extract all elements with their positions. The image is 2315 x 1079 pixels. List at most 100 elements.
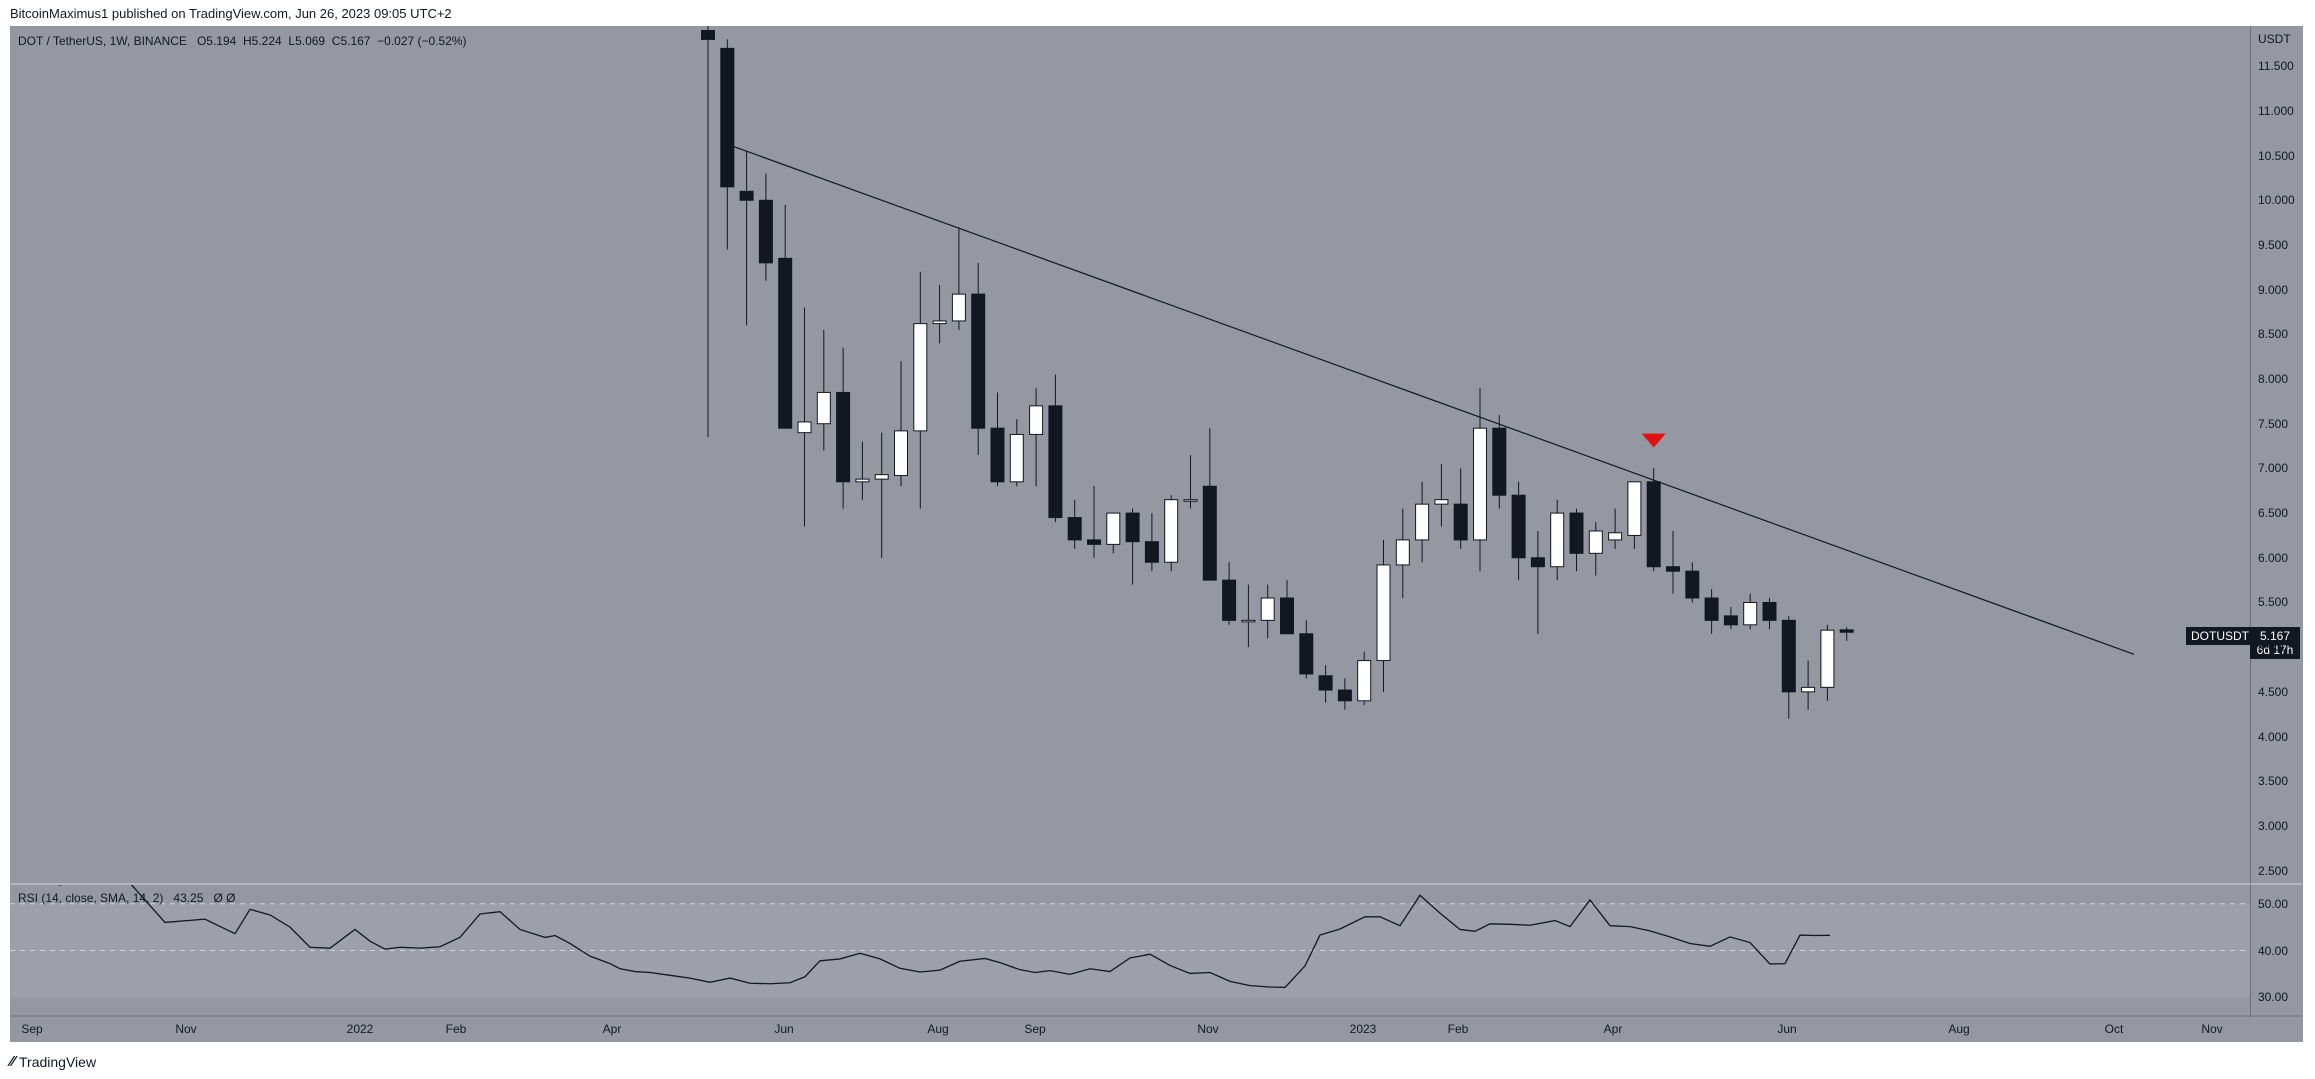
time-tick-label: 2022 — [346, 1022, 374, 1036]
bearish-candle — [1087, 539, 1101, 545]
time-tick-label: Feb — [445, 1022, 467, 1036]
rsi-label: RSI (14, close, SMA, 14, 2) — [18, 891, 164, 905]
time-tick-label: Nov — [175, 1022, 197, 1036]
price-tick-label: 6.000 — [2258, 550, 2289, 565]
bearish-candle — [1202, 485, 1217, 581]
time-tick-label: Jun — [1777, 1022, 1797, 1036]
time-tick-label: Sep — [21, 1022, 43, 1036]
bullish-candle — [1550, 512, 1565, 568]
price-tick-label: 3.000 — [2258, 818, 2289, 833]
high-label: H — [243, 34, 252, 48]
bearish-candle — [1511, 494, 1526, 559]
time-tick-label: Feb — [1447, 1022, 1469, 1036]
rsi-tick-label: 40.00 — [2258, 943, 2289, 958]
time-tick-label: Sep — [1024, 1022, 1046, 1036]
bearish-candle — [1222, 579, 1237, 621]
last-symbol-label: DOTUSDT — [2186, 627, 2254, 645]
price-tick-label: 4.500 — [2258, 684, 2289, 699]
price-tick-label: 7.000 — [2258, 461, 2289, 476]
bearish-candle — [1762, 601, 1777, 621]
time-tick-label: Apr — [602, 1022, 622, 1036]
bearish-candle — [1280, 597, 1294, 635]
bullish-candle — [1183, 499, 1198, 502]
time-tick-label: Jun — [774, 1022, 794, 1036]
price-tick-label: 2.500 — [2258, 863, 2289, 878]
bearish-candle — [1685, 570, 1700, 599]
bearish-candle — [778, 257, 793, 429]
open-value: 5.194 — [206, 34, 237, 48]
bullish-candle — [894, 430, 908, 477]
bearish-candle — [1318, 675, 1333, 691]
price-tick-label: 7.500 — [2258, 416, 2289, 431]
rsi-extra: Ø Ø — [213, 891, 236, 905]
footer: ⁄⁄ TradingView — [10, 1053, 96, 1070]
rejection-marker-icon — [1641, 433, 1666, 448]
bullish-candle — [1395, 539, 1410, 566]
rsi-legend: RSI (14, close, SMA, 14, 2) 43.25 Ø Ø — [18, 891, 235, 905]
bullish-candle — [1434, 499, 1449, 505]
bullish-candle — [1029, 405, 1044, 435]
time-axis — [10, 1017, 2302, 1042]
bearish-candle — [1067, 517, 1082, 541]
bearish-candle — [720, 47, 735, 188]
bullish-candle — [1106, 512, 1121, 545]
bullish-candle — [1608, 532, 1623, 541]
bullish-candle — [1357, 660, 1372, 702]
price-tick-label: 6.500 — [2258, 506, 2289, 521]
bullish-candle — [1009, 433, 1024, 483]
publish-info: BitcoinMaximus1 published on TradingView… — [10, 6, 452, 21]
bearish-candle — [1492, 427, 1507, 496]
bearish-candle — [1704, 597, 1719, 621]
time-tick-label: Aug — [927, 1022, 949, 1036]
rsi-value: 43.25 — [173, 891, 204, 905]
last-price-value: 5.167 — [2259, 629, 2291, 643]
bullish-candle — [1260, 597, 1275, 621]
rsi-tick-label: 30.00 — [2258, 990, 2289, 1005]
price-tick-label: 10.500 — [2258, 148, 2295, 163]
bullish-candle — [1164, 499, 1179, 563]
bullish-candle — [913, 323, 928, 432]
bearish-candle — [701, 29, 715, 40]
bar-countdown: 6d 17h — [2256, 643, 2294, 657]
price-tick-label: 11.000 — [2258, 103, 2294, 118]
bullish-candle — [1473, 427, 1487, 541]
bullish-candle — [951, 293, 966, 322]
bullish-candle — [1241, 619, 1256, 623]
bearish-candle — [1530, 557, 1545, 568]
price-tick-label: 9.500 — [2258, 237, 2289, 252]
bearish-candle — [1569, 512, 1584, 554]
price-tick-label: 8.500 — [2258, 327, 2289, 342]
bearish-candle — [1299, 633, 1314, 675]
rsi-tick-label: 50.00 — [2258, 896, 2289, 911]
bullish-candle — [1801, 686, 1816, 693]
low-label: L — [288, 34, 296, 48]
symbol-label: DOT / TetherUS, 1W, BINANCE — [18, 34, 187, 48]
tradingview-logo-icon: ⁄⁄ — [10, 1053, 16, 1070]
bearish-candle — [1646, 481, 1661, 568]
open-label: O — [196, 34, 207, 48]
price-tick-label: 3.500 — [2258, 774, 2289, 789]
price-tick-label: 11.500 — [2258, 59, 2294, 74]
bearish-candle — [1144, 541, 1159, 563]
time-tick-label: Nov — [1197, 1022, 1219, 1036]
rsi-line — [58, 885, 1831, 989]
close-label: C — [331, 34, 341, 48]
brand-label: TradingView — [19, 1053, 97, 1070]
price-tick-label: 9.000 — [2258, 282, 2289, 297]
bullish-candle — [874, 474, 889, 480]
bullish-candle — [1376, 564, 1391, 662]
bearish-candle — [1723, 615, 1738, 626]
bearish-candle — [1337, 689, 1352, 702]
currency-label: USDT — [2258, 32, 2291, 46]
bearish-candle — [1453, 503, 1468, 541]
bullish-candle — [816, 391, 831, 425]
bullish-candle — [932, 320, 947, 325]
close-value: 5.167 — [340, 34, 371, 48]
price-legend: DOT / TetherUS, 1W, BINANCE O5.194 H5.22… — [18, 34, 467, 48]
price-axis[interactable] — [2250, 26, 2303, 1042]
bearish-candle — [836, 391, 851, 483]
bearish-candle — [758, 199, 773, 264]
bearish-candle — [971, 293, 986, 429]
price-tick-label: 10.000 — [2258, 193, 2295, 208]
